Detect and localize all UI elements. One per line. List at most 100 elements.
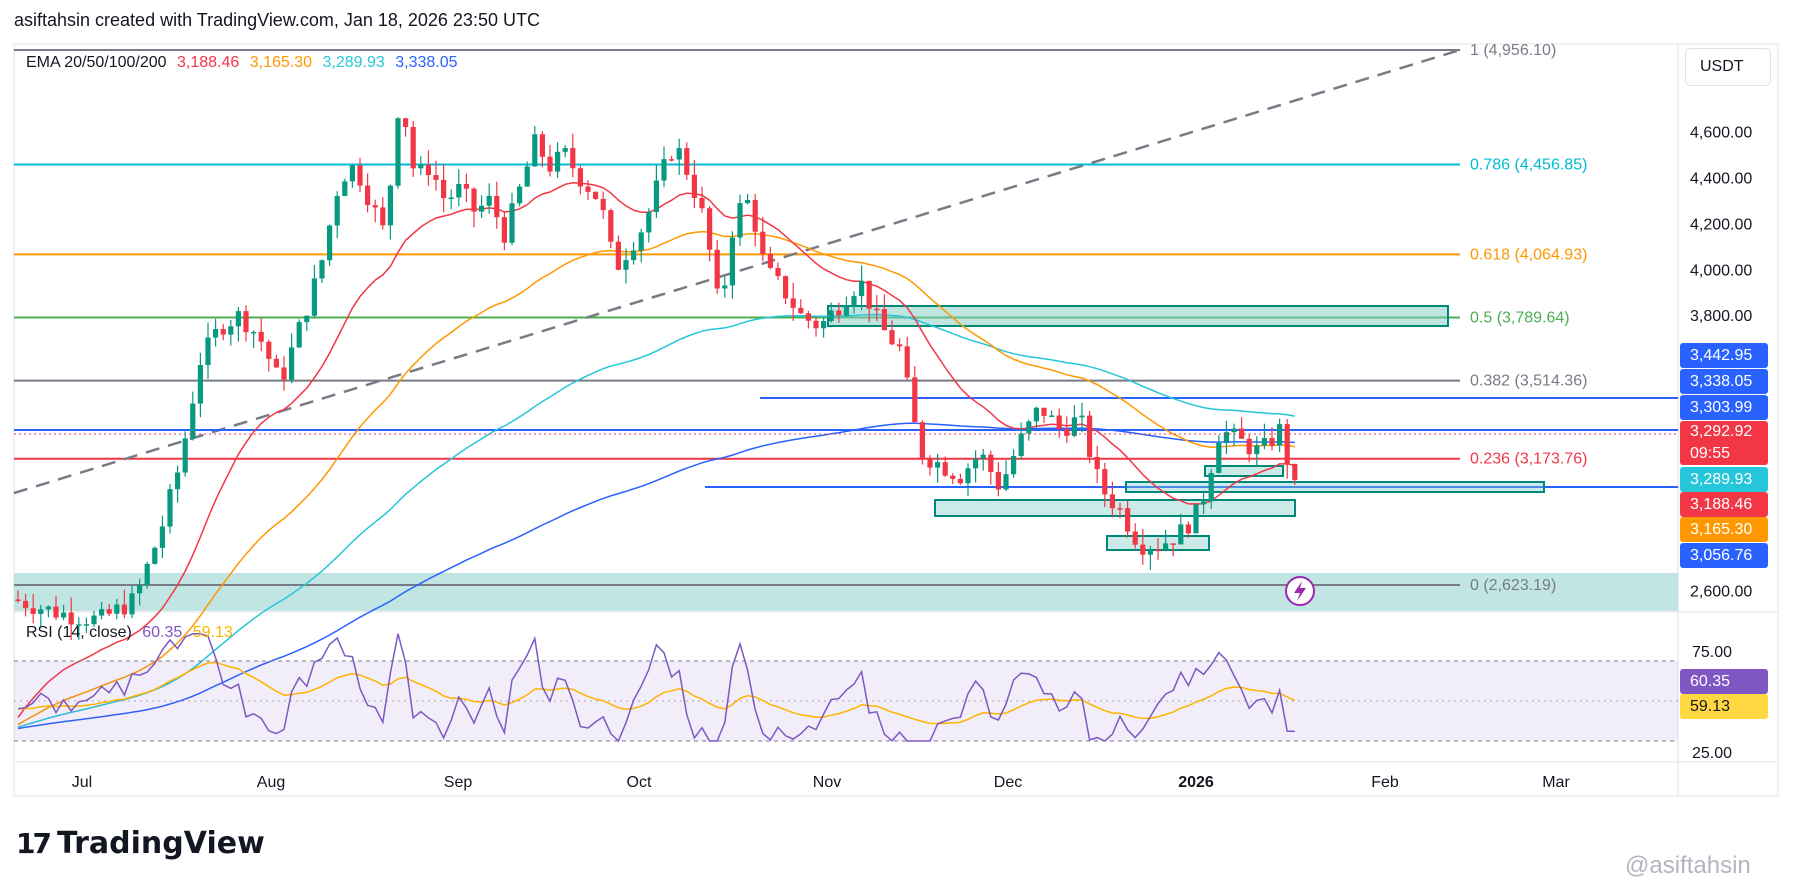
candle-body [1003,474,1009,490]
lightning-icon[interactable] [1285,576,1315,606]
candle-body [942,462,948,476]
candle-body [23,600,29,609]
fib-label-5: 0.236 (3,173.76) [1470,451,1587,468]
candle-body [1041,407,1047,416]
candle-body [1049,415,1055,418]
time-tick-label: Aug [257,774,285,791]
resistance-zone[interactable] [827,305,1449,327]
candle-body [813,320,819,329]
candle-body [83,624,89,626]
candle-body [395,118,401,186]
candle-body [380,207,386,226]
price-tag-current: 3,292.92 [1680,421,1768,443]
tradingview-logo[interactable]: 17 TradingView [16,826,265,861]
candle-body [1170,543,1176,545]
candle-body [349,165,355,182]
candle-body [387,185,393,226]
candle-body [479,205,485,212]
price-tag-ema20: 3,188.46 [1680,492,1768,517]
candle-body [783,276,789,299]
candle-body [965,468,971,484]
ema100-value: 3,289.93 [322,54,385,71]
candle-body [532,134,538,167]
candle-body [676,148,682,160]
candle-body [828,310,834,322]
candle-body [205,337,211,366]
candle-body [957,478,963,484]
candle-body [137,585,143,594]
price-tick-label: 4,400.00 [1690,171,1752,188]
candle-body [114,604,120,614]
candle-body [843,306,849,316]
candle-body [342,181,348,196]
candle-body [745,200,751,204]
candle-body [159,526,165,548]
rsi-legend-label: RSI (14, close) [26,624,132,641]
candle-body [38,609,44,614]
price-tag-3338: 3,338.05 [1680,369,1768,394]
candle-body [220,329,226,335]
candle-body [585,186,591,192]
time-tick-label: Jul [72,774,92,791]
candle-body [334,195,340,226]
candle-body [562,148,568,152]
candle-body [935,462,941,468]
candle-body [129,593,135,615]
ema-legend[interactable]: EMA 20/50/100/200 3,188.46 3,165.30 3,28… [26,54,464,72]
tradingview-logo-text: TradingView [56,826,265,861]
time-axis: Jul Aug Sep Oct Nov Dec 2026 Feb Mar [72,774,1571,791]
trend-line[interactable] [13,48,1461,495]
price-tag-3442: 3,442.95 [1680,343,1768,368]
candle-body [418,164,424,169]
candle-body [1163,543,1169,550]
candle-body [235,311,241,327]
candle-body [851,296,857,307]
candle-body [213,329,219,338]
candle-body [273,358,279,368]
price-tick-label: 4,600.00 [1690,125,1752,142]
candle-body [1216,443,1222,473]
rsi-tick-label: 75.00 [1692,644,1732,661]
rsi-ma-tag: 59.13 [1680,694,1768,719]
candle-body [859,280,865,297]
candle-body [1011,456,1017,475]
candle-body [805,313,811,321]
candle-body [1147,549,1153,555]
ema50-value: 3,165.30 [249,54,313,71]
candle-body [266,341,272,359]
candle-body [570,148,576,169]
candle-body [669,159,675,161]
candle-body [501,217,507,243]
candle-body [1087,415,1093,457]
candle-body [433,175,439,180]
candle-body [425,164,431,176]
time-tick-label: Dec [994,774,1022,791]
candle-body [547,156,553,172]
candle-body [600,198,606,211]
candle-body [836,310,842,316]
ema20-value: 3,188.46 [177,54,240,71]
currency-button[interactable]: USDT [1685,48,1771,86]
candle-body [752,200,758,232]
candle-body [197,365,203,404]
demand-zone-4[interactable] [1204,465,1284,477]
rsi-tick-label: 25.00 [1692,745,1732,762]
fib-label-6: 0 (2,623.19) [1470,577,1556,594]
candle-body [357,165,363,186]
demand-zone-3[interactable] [1125,481,1545,493]
candle-body [296,322,302,348]
candle-body [175,472,181,490]
fib-retracement[interactable]: 1 (4,956.10) 0.786 (4,456.85) 0.618 (4,064… [14,42,1587,594]
candle-body [45,606,51,610]
candle-body [1018,433,1024,457]
candle-body [577,168,583,187]
price-axis: 4,600.00 4,400.00 4,200.00 4,000.00 3,800.00… [1690,125,1752,601]
candle-body [1125,508,1131,532]
fib-label-3: 0.5 (3,789.64) [1470,310,1570,327]
candle-body [1193,504,1199,534]
candle-body [1102,469,1108,495]
candle-body [1056,415,1062,429]
rsi-legend[interactable]: RSI (14, close) 60.35 59.13 [26,624,239,642]
ema200-value: 3,338.05 [395,54,458,71]
candle-body [1208,472,1214,502]
